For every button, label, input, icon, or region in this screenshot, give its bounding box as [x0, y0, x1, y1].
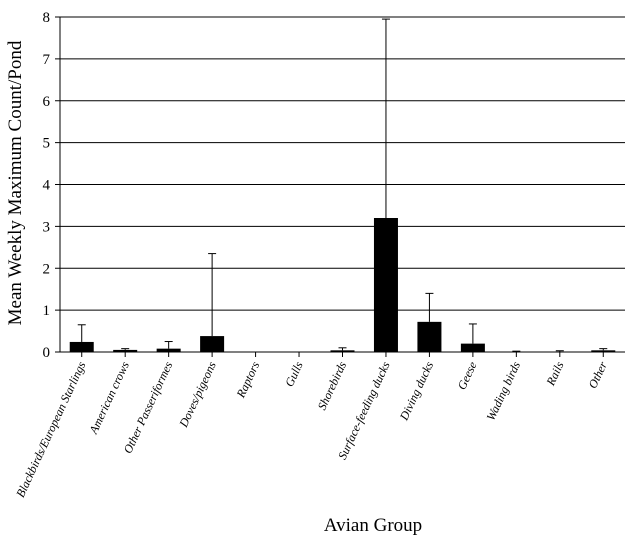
- bar: [113, 349, 138, 352]
- category-label: Shorebirds: [315, 359, 350, 412]
- y-tick-label: 0: [43, 345, 51, 361]
- category-label: Geese: [455, 359, 480, 392]
- y-tick-label: 7: [43, 52, 51, 68]
- bar: [417, 321, 442, 352]
- category-label: Other: [585, 359, 610, 391]
- category-label: Rails: [543, 359, 567, 388]
- axes: [55, 16, 625, 357]
- y-tick-label: 3: [43, 219, 51, 235]
- y-tick-label: 6: [43, 94, 51, 110]
- error-bars: [77, 18, 608, 352]
- bars: [69, 218, 616, 352]
- bar: [69, 341, 94, 352]
- category-label: Doves/pigeons: [176, 359, 219, 430]
- y-axis-title: Mean Weekly Maximum Count/Pond: [5, 40, 26, 325]
- bar: [591, 350, 616, 352]
- y-tick-label: 5: [43, 136, 51, 152]
- category-label: American crows: [86, 359, 132, 437]
- y-tick-label: 2: [43, 261, 51, 277]
- y-tick-labels: 0 1 2 3 4 5 6 7 8: [43, 10, 51, 361]
- category-label: Blackbirds/European Starlings: [13, 359, 88, 499]
- y-tick-label: 8: [43, 10, 51, 26]
- bar: [156, 348, 181, 352]
- bar: [460, 343, 485, 352]
- category-label: Gulls: [282, 359, 306, 389]
- bar: [373, 218, 398, 352]
- bar: [200, 336, 225, 352]
- category-label: Wading birds: [484, 359, 524, 423]
- gridlines: [60, 16, 625, 311]
- y-tick-label: 4: [43, 178, 51, 194]
- bar: [330, 350, 355, 352]
- category-label: Other Passeriformes: [121, 359, 176, 456]
- category-label: Diving ducks: [396, 359, 436, 423]
- x-axis-title: Avian Group: [324, 515, 422, 536]
- y-tick-label: 1: [43, 303, 51, 319]
- category-label: Raptors: [233, 359, 262, 401]
